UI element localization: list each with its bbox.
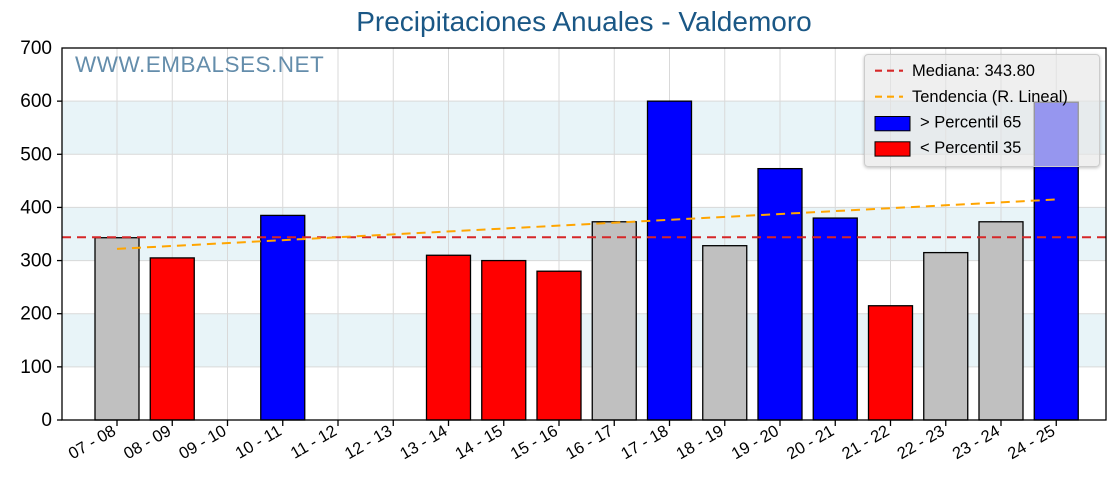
svg-text:700: 700 — [20, 38, 52, 59]
svg-text:200: 200 — [20, 304, 52, 325]
svg-text:24 - 25: 24 - 25 — [1005, 422, 1058, 463]
svg-text:09 - 10: 09 - 10 — [176, 422, 229, 463]
svg-text:100: 100 — [20, 357, 52, 378]
svg-text:< Percentil 35: < Percentil 35 — [920, 139, 1021, 157]
svg-text:Mediana: 343.80: Mediana: 343.80 — [912, 62, 1035, 80]
svg-text:19 - 20: 19 - 20 — [729, 422, 782, 463]
svg-text:20 - 21: 20 - 21 — [784, 422, 837, 463]
svg-text:14 - 15: 14 - 15 — [452, 422, 505, 463]
svg-text:400: 400 — [20, 197, 52, 218]
svg-text:23 - 24: 23 - 24 — [950, 422, 1003, 463]
svg-text:16 - 17: 16 - 17 — [563, 422, 616, 463]
svg-text:12 - 13: 12 - 13 — [342, 422, 395, 463]
svg-text:08 - 09: 08 - 09 — [121, 422, 174, 463]
svg-text:22 - 23: 22 - 23 — [894, 422, 947, 463]
svg-text:11 - 12: 11 - 12 — [288, 422, 340, 463]
svg-text:15 - 16: 15 - 16 — [508, 422, 561, 463]
svg-text:18 - 19: 18 - 19 — [673, 422, 726, 463]
svg-text:500: 500 — [20, 144, 52, 165]
svg-text:> Percentil 65: > Percentil 65 — [920, 114, 1021, 132]
svg-text:Tendencia (R. Lineal): Tendencia (R. Lineal) — [912, 88, 1068, 106]
svg-text:21 - 22: 21 - 22 — [839, 422, 892, 463]
svg-text:13 - 14: 13 - 14 — [397, 422, 450, 463]
svg-text:17 - 18: 17 - 18 — [618, 422, 671, 463]
svg-text:0: 0 — [41, 410, 52, 431]
svg-text:10 - 11: 10 - 11 — [232, 422, 284, 463]
svg-text:300: 300 — [20, 251, 52, 272]
svg-text:07 - 08: 07 - 08 — [66, 422, 119, 463]
svg-text:600: 600 — [20, 91, 52, 112]
